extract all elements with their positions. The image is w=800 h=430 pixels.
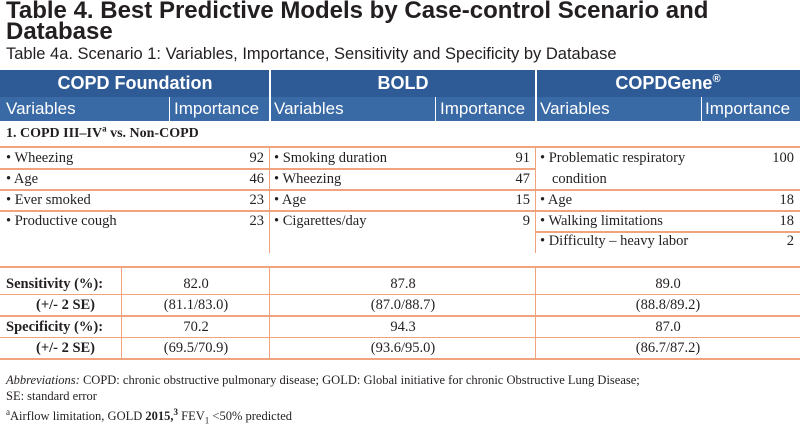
- footnote-abbreviations: Abbreviations: COPD: chronic obstructive…: [6, 373, 640, 387]
- divider: [0, 189, 800, 191]
- column-divider: [269, 147, 270, 253]
- variable-cell: • Age: [540, 192, 573, 208]
- header-divider: [435, 97, 436, 121]
- column-divider: [269, 268, 270, 358]
- divider: [0, 146, 800, 148]
- importance-cell: 18: [779, 192, 795, 208]
- db-header-copd-foundation: COPD Foundation: [57, 73, 213, 93]
- variable-cell: • Age: [6, 171, 39, 187]
- variable-cell: • Cigarettes/day: [274, 213, 367, 229]
- divider: [0, 337, 800, 338]
- table-subtitle: Table 4a. Scenario 1: Variables, Importa…: [6, 45, 617, 63]
- db-header-bold: BOLD: [377, 73, 429, 93]
- registered-mark: ®: [712, 73, 721, 85]
- divider: [0, 294, 800, 295]
- metric-value: (86.7/87.2): [635, 340, 701, 356]
- page-title: Table 4. Best Predictive Models by Case-…: [6, 0, 709, 45]
- importance-cell: 23: [249, 192, 265, 208]
- variable-cell: • Problematic respiratory: [540, 150, 686, 166]
- variable-cell: • Difficulty – heavy labor: [540, 233, 689, 249]
- column-divider: [535, 268, 536, 358]
- metric-value: (87.0/88.7): [370, 297, 436, 313]
- metric-label-sensitivity: Sensitivity (%):: [6, 276, 104, 292]
- variable-cell: • Ever smoked: [6, 192, 91, 208]
- footnote-a: aAirflow limitation, GOLD 2015,3 FEV1 <5…: [6, 406, 292, 426]
- metric-value: (69.5/70.9): [163, 340, 229, 356]
- metric-label-specificity: Specificity (%):: [6, 319, 104, 335]
- metric-label-se: (+/- 2 SE): [36, 340, 96, 356]
- metric-value: 87.8: [390, 276, 416, 292]
- importance-cell: 47: [515, 171, 531, 187]
- header-band-databases: [0, 70, 800, 97]
- importance-cell: 100: [772, 150, 794, 166]
- variable-cell: • Age: [274, 192, 307, 208]
- divider: [0, 168, 536, 170]
- divider: [0, 266, 800, 268]
- col-header-variables: Variables: [274, 99, 344, 118]
- metric-value: 89.0: [655, 276, 681, 292]
- col-header-variables: Variables: [540, 99, 610, 118]
- column-divider: [121, 268, 122, 358]
- header-divider: [535, 70, 537, 121]
- importance-cell: 46: [249, 171, 265, 187]
- header-divider: [269, 70, 271, 121]
- column-divider: [535, 147, 536, 253]
- metric-value: (88.8/89.2): [635, 297, 701, 313]
- col-header-importance: Importance: [440, 99, 526, 118]
- variable-cell: • Wheezing: [6, 150, 74, 166]
- footnote-abbreviations-cont: SE: standard error: [6, 389, 97, 403]
- metric-value: (93.6/95.0): [370, 340, 436, 356]
- variable-cell-continued: condition: [552, 171, 607, 187]
- metric-label-se: (+/- 2 SE): [36, 297, 96, 313]
- importance-cell: 2: [786, 233, 794, 249]
- divider: [536, 231, 800, 233]
- metric-value: 70.2: [183, 319, 209, 335]
- importance-cell: 92: [249, 150, 265, 166]
- col-header-importance: Importance: [174, 99, 260, 118]
- header-band-columns: [0, 97, 800, 121]
- db-header-copdgene: COPDGene®: [615, 73, 721, 93]
- metric-value: 87.0: [655, 319, 681, 335]
- divider: [0, 210, 800, 212]
- header-divider: [169, 97, 170, 121]
- metric-value: 94.3: [390, 319, 416, 335]
- divider: [0, 315, 800, 317]
- divider: [0, 358, 800, 360]
- importance-cell: 23: [249, 213, 265, 229]
- importance-cell: 18: [779, 213, 795, 229]
- metric-value: (81.1/83.0): [163, 297, 229, 313]
- col-header-variables: Variables: [6, 99, 76, 118]
- importance-cell: 91: [515, 150, 531, 166]
- header-divider: [701, 97, 702, 121]
- col-header-importance: Importance: [705, 99, 791, 118]
- importance-cell: 9: [522, 213, 530, 229]
- variable-cell: • Wheezing: [274, 171, 342, 187]
- variable-cell: • Walking limitations: [540, 213, 663, 229]
- variable-cell: • Productive cough: [6, 213, 117, 229]
- variable-cell: • Smoking duration: [274, 150, 388, 166]
- importance-cell: 15: [515, 192, 531, 208]
- metric-value: 82.0: [183, 276, 209, 292]
- scenario-label: 1. COPD III–IVa vs. Non-COPD: [6, 123, 199, 141]
